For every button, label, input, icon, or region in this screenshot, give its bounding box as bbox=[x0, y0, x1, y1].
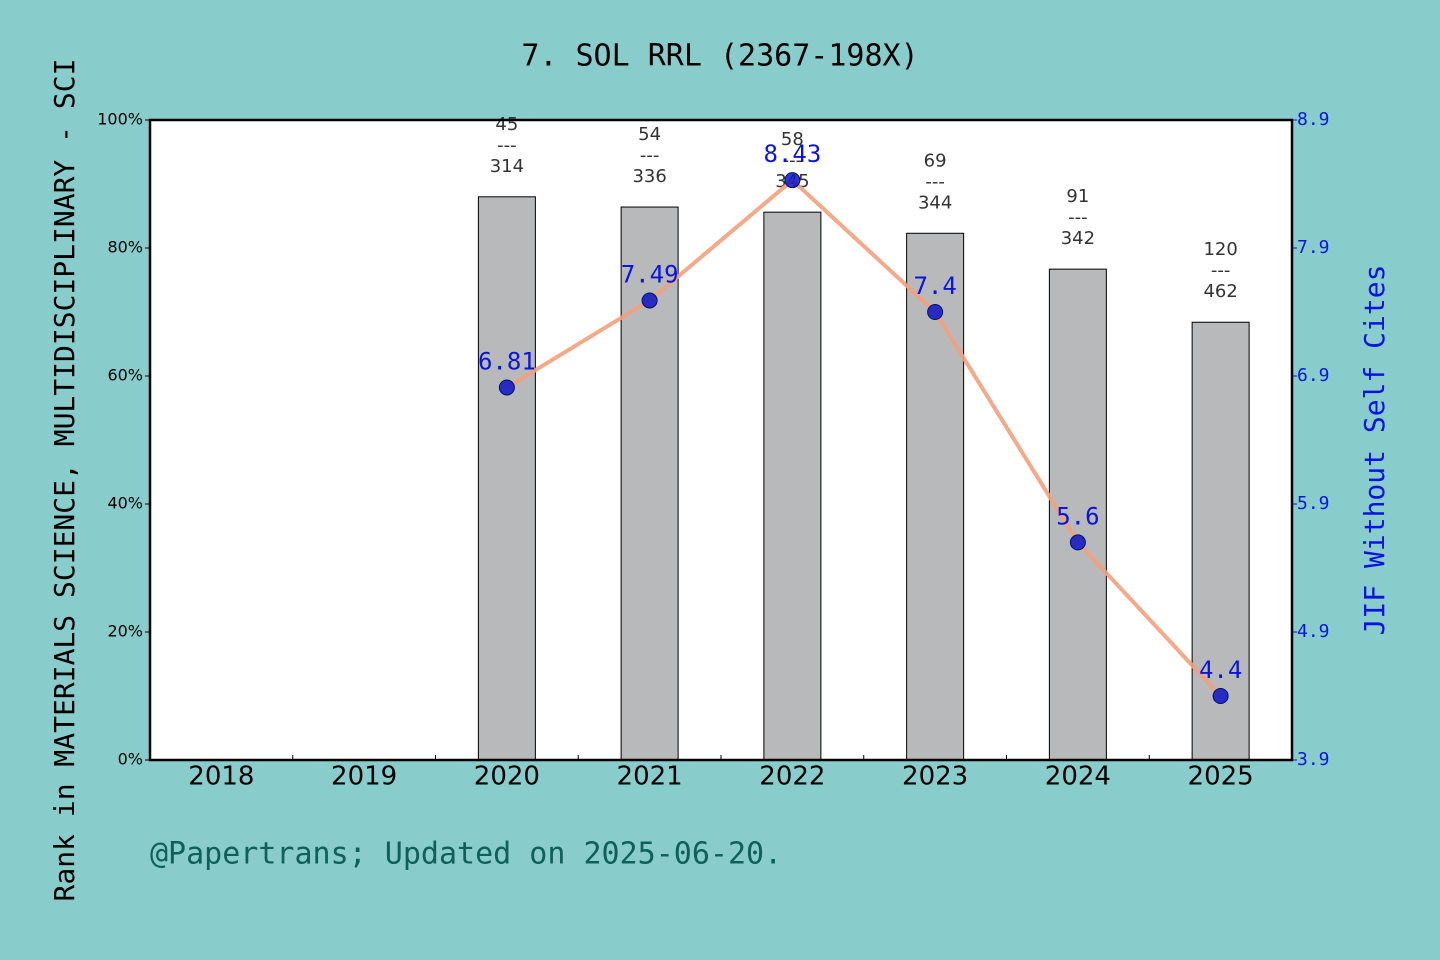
bar-annotation: --- bbox=[1068, 207, 1088, 228]
bar-annotation: 344 bbox=[918, 192, 952, 213]
x-tick-label: 2019 bbox=[331, 762, 397, 792]
bar-annotation: --- bbox=[640, 145, 660, 166]
bar-annotation: 91 bbox=[1066, 186, 1089, 207]
x-tick-label: 2023 bbox=[902, 762, 968, 792]
x-tick-label: 2021 bbox=[617, 762, 683, 792]
bar bbox=[477, 196, 536, 761]
line-point bbox=[1212, 688, 1229, 704]
chart-title: 7. SOL RRL (2367-198X) bbox=[521, 39, 918, 74]
y2-tick-label: 4.9 bbox=[1297, 621, 1330, 642]
bar-annotation: 314 bbox=[490, 156, 524, 177]
plot-area bbox=[150, 120, 1292, 760]
data-label: 8.43 bbox=[763, 140, 821, 168]
line-point bbox=[927, 304, 944, 320]
y2-tick-label: 7.9 bbox=[1297, 237, 1330, 258]
y2-tick-label: 3.9 bbox=[1297, 749, 1330, 770]
bar-annotation: 342 bbox=[1061, 228, 1095, 249]
line-point bbox=[1069, 534, 1086, 551]
bar-annotation: --- bbox=[925, 171, 945, 192]
bar bbox=[1191, 321, 1250, 761]
bar-annotation: --- bbox=[1211, 260, 1231, 281]
data-label: 4.4 bbox=[1199, 656, 1242, 684]
bar-annotation: 336 bbox=[632, 166, 666, 187]
footer: @Papertrans; Updated on 2025-06-20. bbox=[150, 837, 782, 872]
line-point bbox=[784, 172, 801, 189]
data-label: 6.81 bbox=[478, 348, 536, 376]
bar bbox=[906, 232, 965, 761]
x-tick-label: 2018 bbox=[188, 762, 254, 792]
bar-annotation: 58 bbox=[781, 129, 804, 150]
y-tick-label: 40% bbox=[107, 494, 143, 513]
bar-annotation: --- bbox=[497, 135, 517, 156]
x-tick-label: 2022 bbox=[759, 762, 825, 792]
x-tick-label: 2024 bbox=[1045, 762, 1111, 792]
y-tick-label: 0% bbox=[118, 750, 143, 769]
bar-annotation: 69 bbox=[924, 150, 947, 171]
line-point bbox=[498, 379, 515, 396]
bar bbox=[763, 211, 822, 761]
y2-tick-label: 8.9 bbox=[1297, 109, 1330, 130]
bar bbox=[620, 206, 679, 761]
bar-annotation: 54 bbox=[638, 124, 661, 145]
y-tick-label: 60% bbox=[107, 366, 143, 385]
x-tick-label: 2020 bbox=[474, 762, 540, 792]
data-label: 7.49 bbox=[621, 260, 679, 288]
y2-axis-label: JIF Without Self Cites bbox=[1358, 265, 1391, 636]
bar-annotation: --- bbox=[783, 150, 803, 171]
y2-tick-label: 6.9 bbox=[1297, 365, 1330, 386]
y-axis-label: Rank in MATERIALS SCIENCE, MULTIDISCIPLI… bbox=[48, 59, 81, 902]
bar-annotation: 120 bbox=[1203, 239, 1237, 260]
x-tick-label: 2025 bbox=[1188, 762, 1254, 792]
plot-frame bbox=[148, 118, 1294, 762]
data-label: 5.6 bbox=[1056, 502, 1099, 530]
line bbox=[505, 177, 1223, 698]
y-tick-label: 100% bbox=[97, 110, 143, 129]
bar-annotation: 462 bbox=[1203, 281, 1237, 302]
y2-tick-label: 5.9 bbox=[1297, 493, 1330, 514]
y-tick-label: 20% bbox=[107, 622, 143, 641]
y-tick-label: 80% bbox=[107, 238, 143, 257]
bar-annotation: 45 bbox=[495, 114, 518, 135]
data-label: 7.4 bbox=[913, 272, 956, 300]
line-point bbox=[641, 292, 658, 309]
